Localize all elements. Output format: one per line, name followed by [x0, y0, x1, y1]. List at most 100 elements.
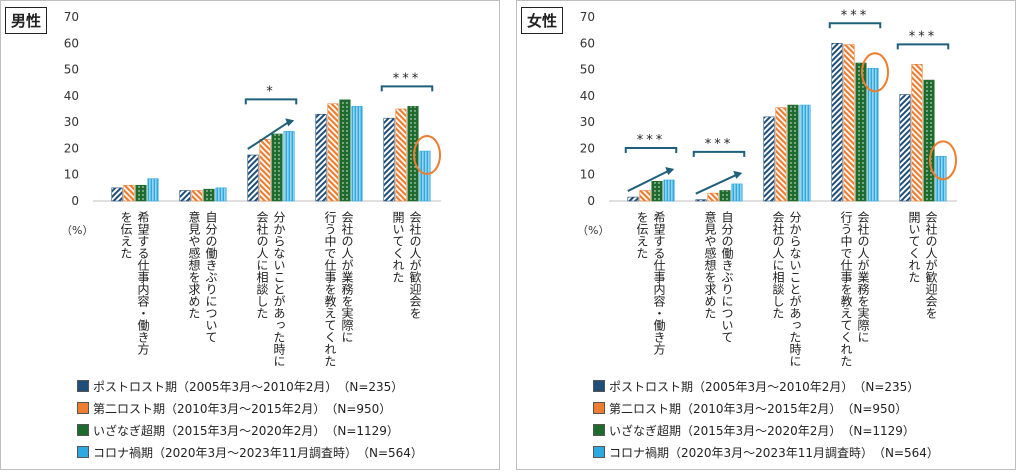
significance-bracket — [624, 146, 678, 153]
bar — [179, 190, 191, 202]
bar — [775, 107, 787, 202]
legend-label: いざなぎ超期（2015年3月～2020年2月） （N=1129） — [93, 423, 399, 438]
bar — [639, 190, 651, 202]
significance-bracket — [244, 98, 298, 105]
legend-item: いざなぎ超期（2015年3月～2020年2月） （N=1129） — [77, 419, 497, 441]
bar — [259, 138, 271, 202]
bar — [395, 108, 407, 202]
category-label: 自分の働きぶりについて — [204, 211, 218, 343]
category-label: 意見や感想を求めた — [703, 210, 717, 319]
legend-label: ポストロスト期（2005年3月～2010年2月） （N=235） — [609, 379, 920, 394]
female-chart-panel: 0 10 20 30 40 50 60 70 （%） 希望する仕事内容・働き方 を伝えた 自分の働きぶ… — [516, 0, 1016, 470]
legend-swatch — [77, 424, 89, 436]
category-label: 希望する仕事内容・働き方 — [136, 210, 150, 356]
category-label: 会社の人が歓迎会を — [408, 211, 422, 319]
significance-label: *** — [909, 29, 938, 44]
y-tick-label: 0 — [587, 194, 595, 208]
y-tick-label: 70 — [580, 10, 595, 24]
legend-swatch — [77, 402, 89, 414]
bar — [407, 106, 419, 202]
bar — [787, 104, 799, 202]
female-legend: ポストロスト期（2005年3月～2010年2月） （N=235） 第二ロスト期（… — [593, 375, 1013, 463]
bar — [763, 116, 775, 202]
bar — [911, 64, 923, 202]
trend-arrowhead — [285, 118, 295, 127]
category-label: 開いてくれた — [391, 211, 405, 283]
category-label: を伝えた — [635, 211, 649, 259]
significance-label: *** — [705, 137, 734, 152]
y-tick-label: 10 — [580, 168, 595, 182]
bar — [271, 133, 283, 202]
legend-label: ポストロスト期（2005年3月～2010年2月） （N=235） — [93, 379, 404, 394]
category-label: 分からないことがあった時に — [788, 211, 802, 367]
bar — [843, 44, 855, 202]
legend-swatch — [593, 424, 605, 436]
bar — [663, 179, 675, 202]
trend-arrow — [627, 170, 669, 192]
bar — [111, 187, 123, 202]
y-tick-label: 30 — [64, 115, 79, 129]
bar — [147, 178, 159, 202]
legend-swatch — [593, 446, 605, 458]
trend-arrowhead — [665, 166, 675, 175]
y-tick-label: 60 — [64, 36, 79, 50]
category-label: 希望する仕事内容・働き方 — [652, 210, 666, 356]
y-tick-label: 50 — [64, 63, 79, 77]
legend-label: 第二ロスト期（2010年3月～2015年2月） （N=950） — [609, 401, 908, 416]
male-legend: ポストロスト期（2005年3月～2010年2月） （N=235） 第二ロスト期（… — [77, 375, 497, 463]
bar — [867, 67, 879, 202]
legend-label: コロナ禍期（2020年3月～2023年11月調査時） （N=564） — [93, 445, 423, 460]
legend-item: コロナ禍期（2020年3月～2023年11月調査時） （N=564） — [593, 441, 1013, 463]
significance-label: *** — [393, 71, 422, 86]
y-tick-label: 10 — [64, 168, 79, 182]
trend-arrow — [247, 121, 289, 150]
category-label: 開いてくれた — [907, 211, 921, 283]
male-panel-label: 男性 — [5, 7, 48, 34]
legend-item: ポストロスト期（2005年3月～2010年2月） （N=235） — [77, 375, 497, 397]
significance-bracket — [380, 85, 434, 92]
unit-label: （%） — [61, 224, 93, 237]
bar — [135, 184, 147, 202]
y-tick-label: 40 — [64, 89, 79, 103]
category-label: 会社の人が業務を実際に — [856, 211, 870, 343]
bar — [899, 94, 911, 202]
category-label: 会社の人が業務を実際に — [340, 211, 354, 343]
significance-bracket — [828, 22, 882, 29]
bar — [203, 188, 215, 202]
highlight-circle — [861, 52, 889, 93]
bar — [351, 106, 363, 202]
y-tick-label: 50 — [580, 63, 595, 77]
bar — [831, 42, 843, 202]
legend-label: 第二ロスト期（2010年3月～2015年2月） （N=950） — [93, 401, 392, 416]
bar — [123, 184, 135, 202]
category-label: 意見や感想を求めた — [187, 210, 201, 319]
legend-label: いざなぎ超期（2015年3月～2020年2月） （N=1129） — [609, 423, 915, 438]
significance-bracket — [896, 43, 950, 50]
significance-label: *** — [841, 8, 870, 23]
legend-item: ポストロスト期（2005年3月～2010年2月） （N=235） — [593, 375, 1013, 397]
bar — [215, 187, 227, 202]
bar — [283, 131, 295, 202]
legend-swatch — [77, 380, 89, 392]
y-tick-label: 40 — [580, 89, 595, 103]
bar — [855, 62, 867, 202]
category-label: 行う中で仕事を教えてくれた — [323, 211, 337, 367]
bar — [419, 150, 431, 202]
bar — [651, 180, 663, 202]
y-tick-label: 30 — [580, 115, 595, 129]
bar — [707, 192, 719, 202]
bar — [247, 154, 259, 202]
category-label: 自分の働きぶりについて — [720, 211, 734, 343]
bar — [799, 104, 811, 202]
category-label: 会社の人が歓迎会を — [924, 211, 938, 319]
bar — [339, 99, 351, 202]
category-label: を伝えた — [119, 211, 133, 259]
legend-item: コロナ禍期（2020年3月～2023年11月調査時） （N=564） — [77, 441, 497, 463]
legend-swatch — [593, 380, 605, 392]
bar — [383, 117, 395, 202]
bar — [315, 113, 327, 202]
legend-item: いざなぎ超期（2015年3月～2020年2月） （N=1129） — [593, 419, 1013, 441]
y-tick-label: 70 — [64, 10, 79, 24]
bar — [191, 190, 203, 202]
